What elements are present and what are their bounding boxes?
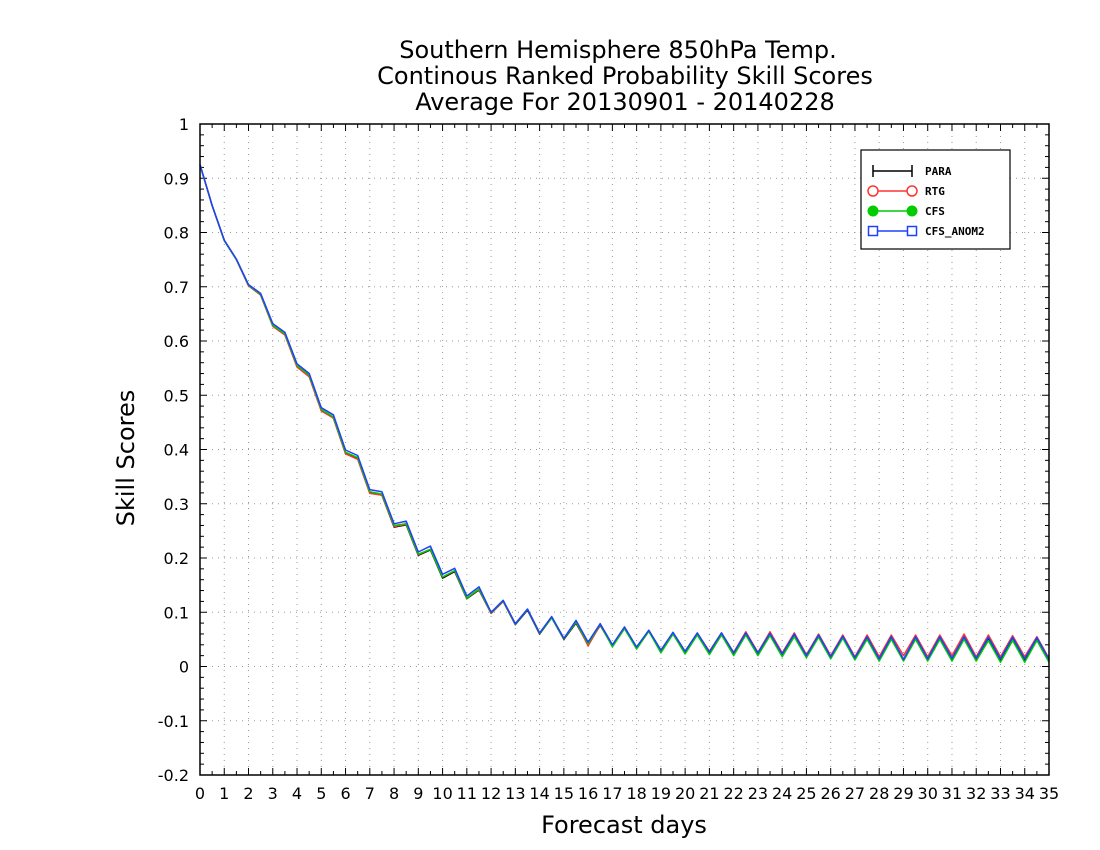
legend-label: PARA [925, 165, 952, 178]
y-tick-label: 0.6 [164, 332, 189, 351]
x-tick-label: 20 [675, 784, 695, 803]
y-tick-label: 0.3 [164, 495, 189, 514]
legend-marker-square [867, 225, 879, 237]
x-tick-label: 28 [869, 784, 889, 803]
x-tick-label: 29 [893, 784, 913, 803]
x-tick-label: 11 [457, 784, 477, 803]
y-tick-label: 1 [179, 115, 189, 134]
y-axis-label: Skill Scores [112, 390, 140, 527]
y-tick-label: -0.1 [158, 712, 189, 731]
x-tick-label: 1 [219, 784, 229, 803]
legend-item-cfs: CFS [867, 205, 945, 218]
legend-item-cfs_anom2: CFS_ANOM2 [867, 225, 985, 238]
x-tick-label: 22 [723, 784, 743, 803]
x-tick-label: 21 [699, 784, 719, 803]
y-tick-label: 0.9 [164, 169, 189, 188]
x-tick-label: 2 [243, 784, 253, 803]
x-tick-label: 26 [821, 784, 841, 803]
y-tick-label: -0.2 [158, 766, 189, 785]
legend-label: CFS [925, 205, 945, 218]
x-tick-label: 0 [195, 784, 205, 803]
legend-item-rtg: RTG [867, 185, 945, 198]
chart-title: Southern Hemisphere 850hPa Temp. Contino… [377, 36, 873, 116]
title-line-1: Southern Hemisphere 850hPa Temp. [399, 36, 836, 64]
x-tick-label: 14 [529, 784, 549, 803]
x-tick-label: 35 [1039, 784, 1059, 803]
x-tick-label: 19 [651, 784, 671, 803]
x-tick-label: 5 [316, 784, 326, 803]
legend-marker-circle [906, 185, 918, 197]
x-tick-label: 13 [505, 784, 525, 803]
x-tick-label: 9 [413, 784, 423, 803]
x-tick-label: 32 [966, 784, 986, 803]
y-tick-label: 0.8 [164, 224, 189, 243]
legend-marker-dot [906, 205, 918, 217]
x-tick-label: 8 [389, 784, 399, 803]
x-tick-label: 24 [772, 784, 792, 803]
x-tick-label: 18 [626, 784, 646, 803]
plot-frame [199, 123, 1050, 776]
x-tick-label: 3 [268, 784, 278, 803]
legend-label: RTG [925, 185, 945, 198]
title-line-2: Continous Ranked Probability Skill Score… [377, 62, 873, 90]
x-tick-label: 15 [554, 784, 574, 803]
x-axis-label: Forecast days [541, 811, 707, 839]
legend-marker-dot [867, 205, 879, 217]
y-tick-label: 0.7 [164, 278, 189, 297]
x-tick-label: 33 [990, 784, 1010, 803]
y-tick-label: 0 [179, 658, 189, 677]
series-line-cfs_anom2 [199, 164, 1050, 661]
legend-item-para: PARA [872, 165, 952, 178]
x-tick-label: 31 [942, 784, 962, 803]
y-tick-label: 0.4 [164, 441, 189, 460]
legend-box [860, 149, 1011, 250]
x-tick-label: 12 [481, 784, 501, 803]
x-tick-label: 10 [432, 784, 452, 803]
x-tick-label: 23 [748, 784, 768, 803]
y-tick-label: 0.5 [164, 386, 189, 405]
x-tick-label: 34 [1015, 784, 1035, 803]
y-tick-label: 0.2 [164, 549, 189, 568]
x-tick-label: 4 [292, 784, 302, 803]
x-tick-label: 6 [340, 784, 350, 803]
legend-label: CFS_ANOM2 [925, 225, 985, 238]
legend-marker-circle [867, 185, 879, 197]
x-tick-label: 7 [365, 784, 375, 803]
legend-marker-square [906, 225, 918, 237]
series-lines [199, 164, 1050, 663]
x-tick-label: 27 [845, 784, 865, 803]
tick-labels: 0 1 2 3 4 5 6 7 8 9 10 11 12 13 14 15 16 17 18 19 20 21 22 23 24… [158, 115, 1059, 803]
legend: PARA RTG CFS CFS_ANOM2 [860, 149, 1011, 250]
x-tick-label: 17 [602, 784, 622, 803]
x-tick-label: 16 [578, 784, 598, 803]
x-tick-label: 30 [918, 784, 938, 803]
x-tick-label: 25 [796, 784, 816, 803]
title-line-3: Average For 20130901 - 20140228 [415, 88, 835, 116]
y-tick-label: 0.1 [164, 603, 189, 622]
